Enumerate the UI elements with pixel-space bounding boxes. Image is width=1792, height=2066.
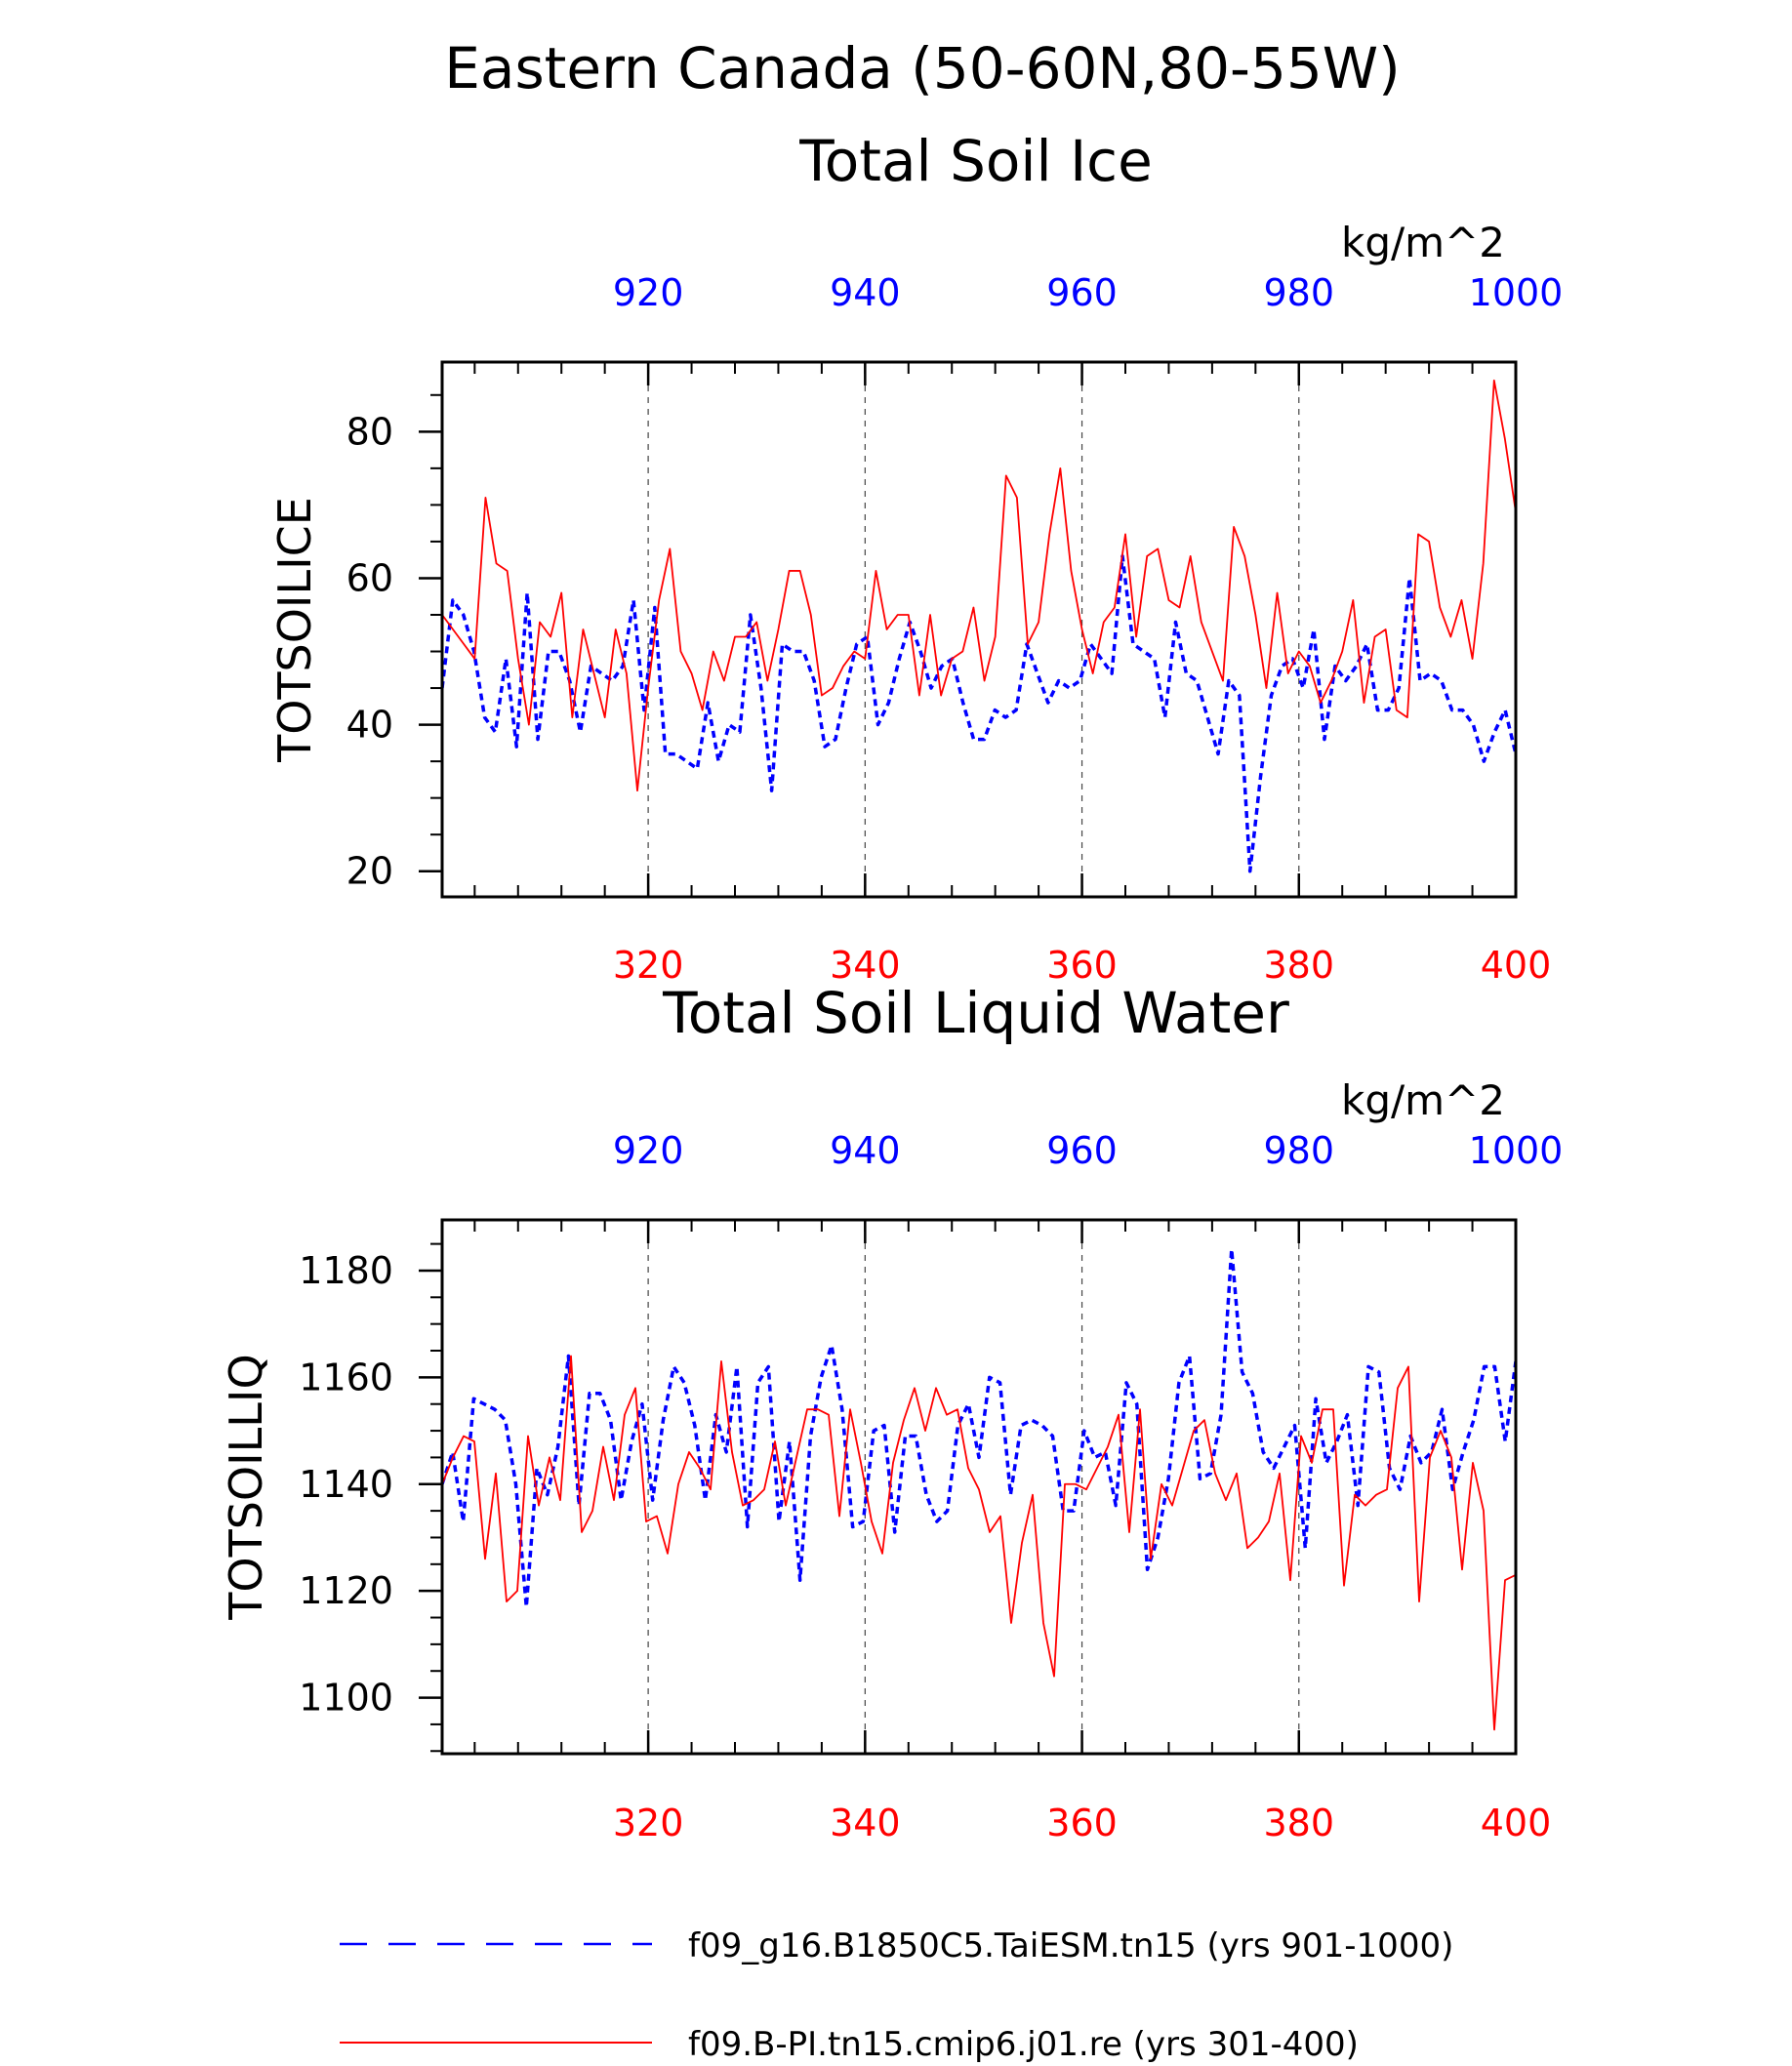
x-top-tick-label: 940 (830, 271, 901, 314)
panel-title: Total Soil Liquid Water (662, 980, 1289, 1046)
x-bottom-tick-label: 340 (830, 1802, 901, 1844)
y-tick-label: 1160 (299, 1356, 393, 1398)
y-tick-label: 1120 (299, 1569, 393, 1612)
legend: f09_g16.B1850C5.TaiESM.tn15 (yrs 901-100… (340, 1926, 1453, 2064)
x-bottom-tick-label: 380 (1264, 1802, 1335, 1844)
plot-frame (440, 1218, 1518, 1756)
y-tick-label: 1180 (299, 1249, 393, 1292)
units-label: kg/m^2 (1341, 1076, 1505, 1124)
x-top-tick-label: 960 (1046, 271, 1118, 314)
y-tick-label: 40 (346, 704, 393, 747)
x-bottom-tick-label: 320 (613, 944, 684, 987)
units-label: kg/m^2 (1341, 219, 1505, 266)
y-tick-label: 20 (346, 850, 393, 893)
x-bottom-tick-label: 360 (1046, 1802, 1118, 1844)
y-axis-label: TOTSOILLIQ (220, 1354, 272, 1620)
y-tick-label: 1100 (299, 1677, 393, 1720)
x-top-tick-label: 940 (830, 1129, 901, 1172)
panel-title: Total Soil Ice (798, 128, 1153, 194)
series-line-red-solid (442, 379, 1516, 792)
plot-frame (440, 360, 1518, 899)
x-bottom-tick-label: 400 (1481, 1802, 1552, 1844)
y-tick-label: 80 (346, 410, 393, 453)
y-axis-label: TOTSOILICE (268, 497, 321, 763)
page-title: Eastern Canada (50-60N,80-55W) (444, 35, 1401, 101)
x-top-tick-label: 920 (613, 1129, 684, 1172)
x-top-tick-label: 960 (1046, 1129, 1118, 1172)
series-line-red-solid (442, 1355, 1516, 1731)
x-bottom-tick-label: 400 (1481, 944, 1552, 987)
series-line-blue-dashed (442, 554, 1516, 873)
x-top-tick-label: 920 (613, 271, 684, 314)
panel-ice: Total Soil Ice kg/m^2 320 340 360 380 400 920 94… (268, 128, 1563, 987)
legend-label: f09_g16.B1850C5.TaiESM.tn15 (yrs 901-100… (688, 1926, 1453, 1965)
legend-label: f09.B-PI.tn15.cmip6.j01.re (yrs 301-400) (688, 2025, 1359, 2062)
x-top-tick-label: 1000 (1469, 271, 1564, 314)
y-tick-label: 1140 (299, 1463, 393, 1506)
y-tick-label: 60 (346, 556, 393, 599)
series-line-blue-dashed (442, 1247, 1516, 1609)
x-bottom-tick-label: 340 (830, 944, 901, 987)
x-top-tick-label: 980 (1264, 271, 1335, 314)
x-bottom-tick-label: 360 (1046, 944, 1118, 987)
x-top-tick-label: 1000 (1469, 1129, 1564, 1172)
x-top-tick-label: 980 (1264, 1129, 1335, 1172)
x-bottom-tick-label: 380 (1264, 944, 1335, 987)
x-bottom-tick-label: 320 (613, 1802, 684, 1844)
panel-liquid: Total Soil Liquid Water kg/m^2 320 340 360 38… (220, 980, 1563, 1844)
